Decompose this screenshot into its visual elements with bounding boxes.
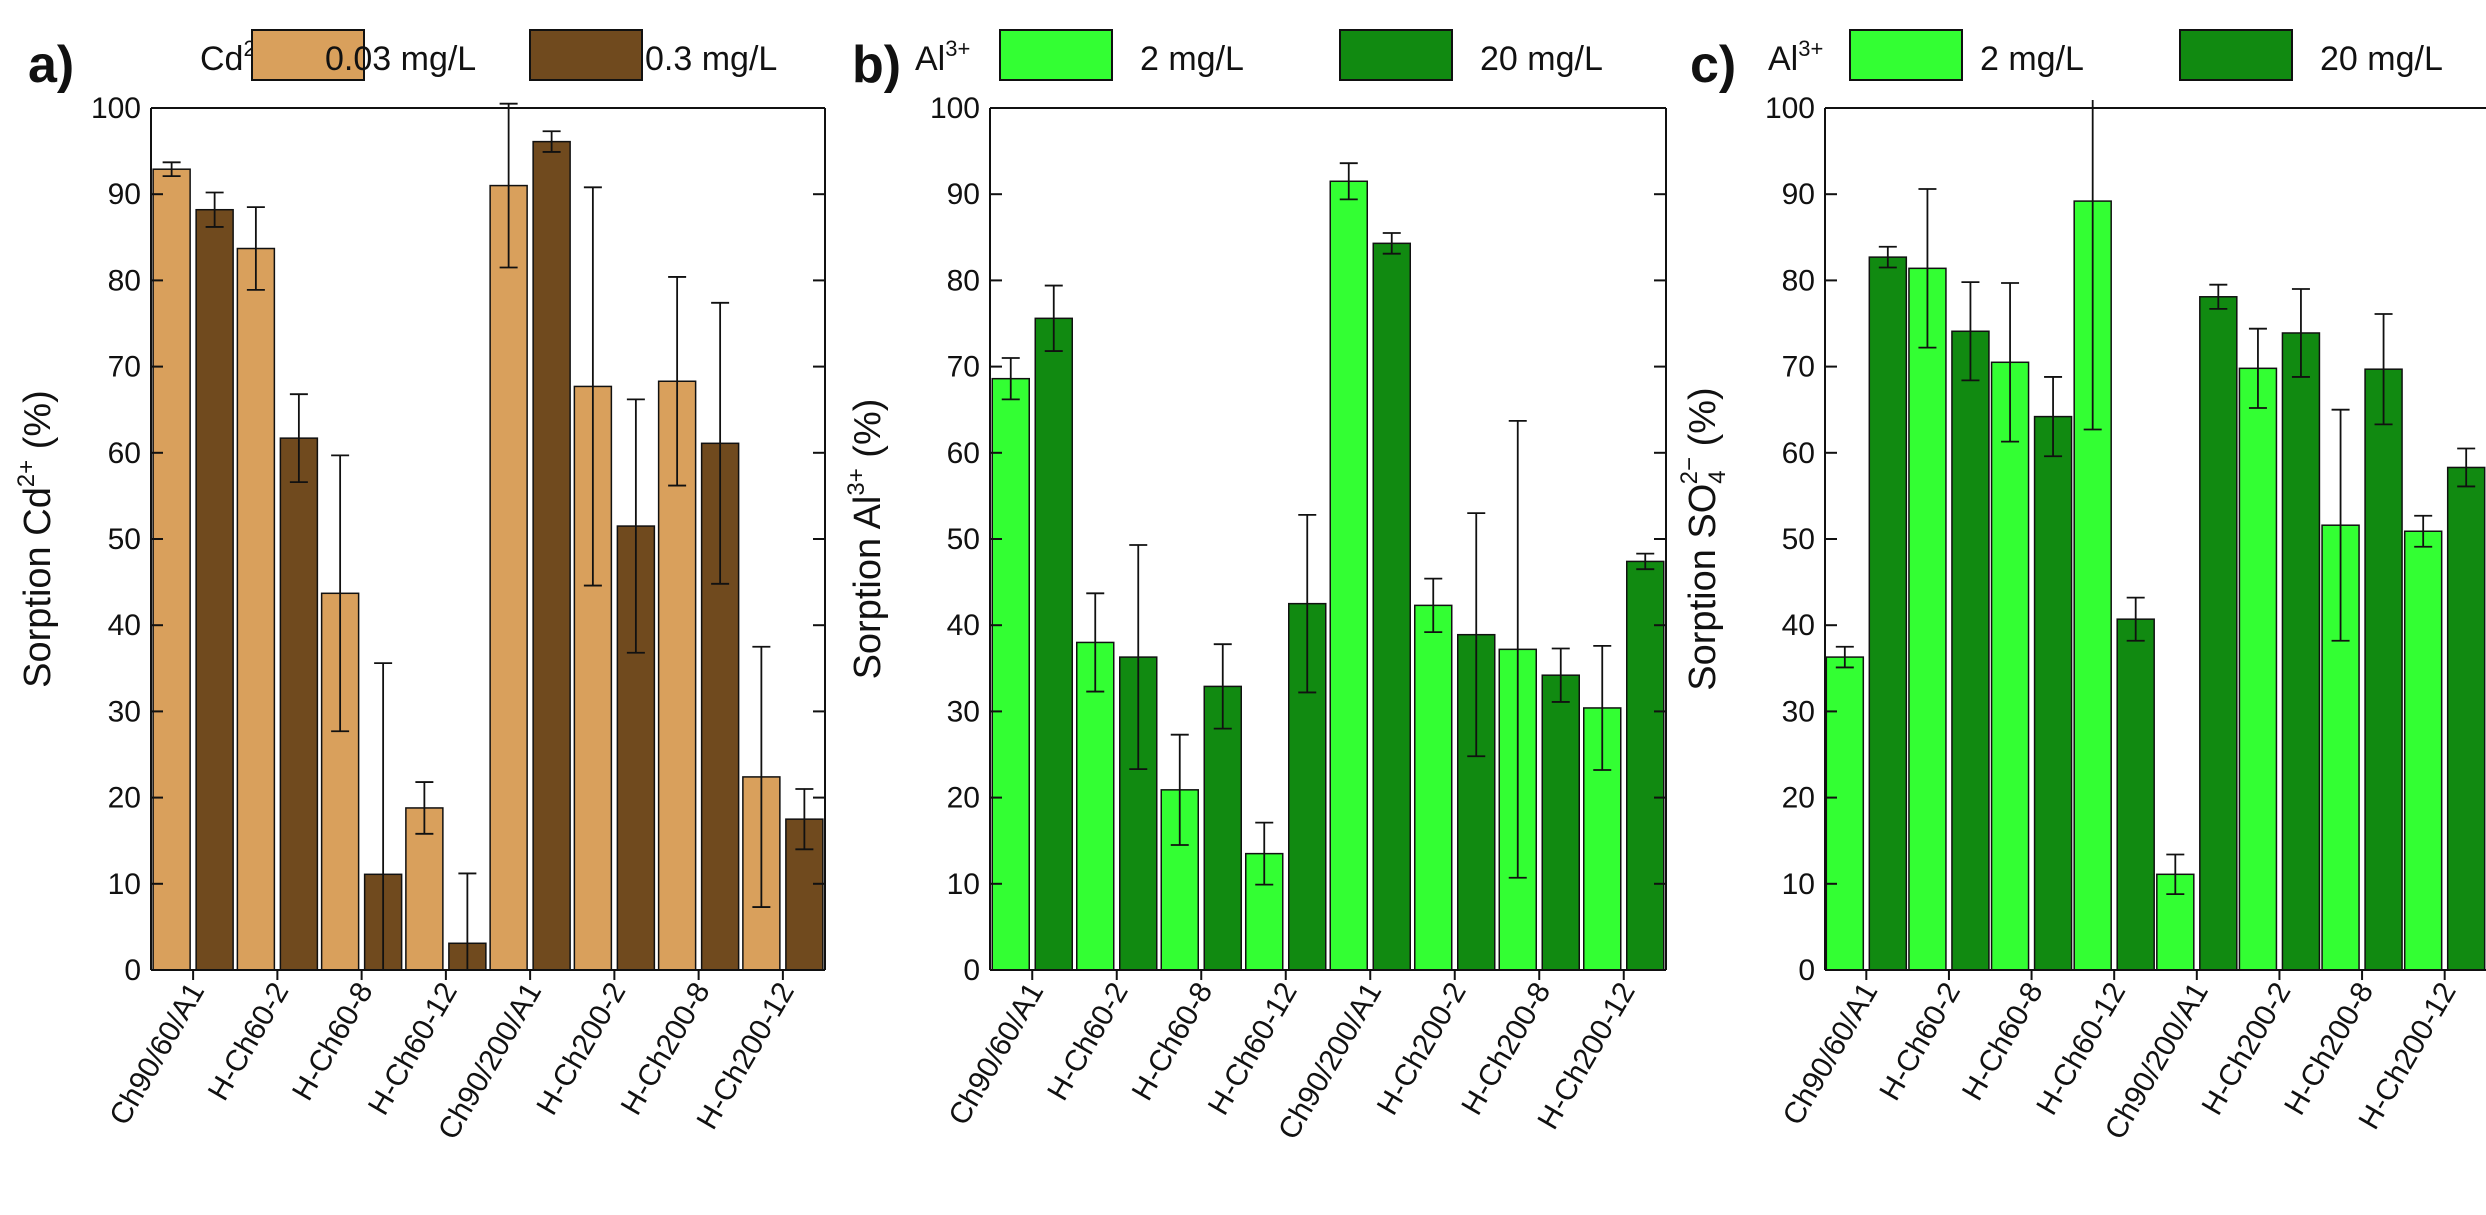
bar <box>489 184 528 971</box>
y-tick-label: 20 <box>947 782 980 815</box>
chart-panel-1: a)Cd2+0.03 mg/L0.3 mg/L01020304050607080… <box>13 29 826 1145</box>
y-tick-label: 90 <box>947 178 980 211</box>
legend-prefix: Al3+ <box>915 36 970 78</box>
legend-label-1: 2 mg/L <box>1140 40 1244 78</box>
y-tick-label: 40 <box>108 609 141 642</box>
y-tick-label: 70 <box>108 351 141 384</box>
legend: Cd2+0.03 mg/L0.3 mg/L <box>200 29 777 81</box>
bar <box>1372 242 1411 971</box>
bar <box>2116 618 2155 971</box>
bar <box>2033 415 2073 971</box>
y-tick-label: 80 <box>1782 264 1815 297</box>
legend-swatch-1 <box>999 29 1113 81</box>
bar <box>195 208 234 971</box>
bar <box>1414 604 1453 971</box>
bar <box>2364 368 2403 971</box>
y-tick-label: 100 <box>1765 92 1815 125</box>
bar <box>2073 200 2112 971</box>
y-tick-label: 40 <box>1782 609 1815 642</box>
bar <box>1034 317 1073 971</box>
legend-swatch-2 <box>2179 29 2293 81</box>
y-axis-title: Sorption Al3+ (%) <box>843 399 889 680</box>
y-tick-label: 60 <box>108 437 141 470</box>
category-label: H-Ch60-8 <box>1126 977 1220 1106</box>
bar <box>2446 466 2486 971</box>
bar <box>532 140 571 971</box>
bar <box>991 377 1030 971</box>
chart-panel-2: b) Al3+ 2 mg/L 20 mg/L 0 10 20 30 40 50 60 70 80 90 10… <box>843 29 1667 1145</box>
category-label: H-Ch60-2 <box>1041 977 1135 1106</box>
y-tick-label: 50 <box>108 523 141 556</box>
y-axis-title: Sorption Cd2+ (%) <box>13 390 59 688</box>
bar <box>2238 367 2278 971</box>
legend-label-2: 0.3 mg/L <box>645 40 777 78</box>
category-label: Ch90/60/A1 <box>1777 977 1885 1131</box>
bar <box>1626 560 1665 971</box>
y-axis-title: Sorption SO42− (%) <box>1676 387 1731 690</box>
y-tick-label: 10 <box>108 868 141 901</box>
y-tick-label: 0 <box>124 954 141 987</box>
legend-swatch-1 <box>251 29 365 81</box>
legend-swatch-2 <box>1339 29 1453 81</box>
bar <box>1203 685 1242 971</box>
legend-swatch-1 <box>1849 29 1963 81</box>
bar <box>1990 361 2030 971</box>
y-tick-label: 30 <box>108 695 141 728</box>
bar <box>152 168 191 971</box>
y-tick-label: 60 <box>947 437 980 470</box>
category-label: H-Ch60-8 <box>286 977 380 1106</box>
legend: Al3+ 2 mg/L 20 mg/L <box>1768 29 2443 81</box>
category-label: Ch90/60/A1 <box>943 977 1051 1131</box>
legend-label-1: 2 mg/L <box>1980 40 2084 78</box>
panel-label: b) <box>852 36 901 94</box>
y-tick-label: 30 <box>1782 695 1815 728</box>
bar <box>2403 530 2443 971</box>
y-tick-label: 70 <box>947 351 980 384</box>
y-tick-label: 50 <box>947 523 980 556</box>
y-tick-label: 0 <box>1798 954 1815 987</box>
y-tick-label: 40 <box>947 609 980 642</box>
y-tick-label: 80 <box>947 264 980 297</box>
bar <box>2199 296 2238 971</box>
bar <box>1908 267 1947 971</box>
legend-prefix: Al3+ <box>1768 36 1823 78</box>
bar <box>1541 674 1580 971</box>
panel-label: c) <box>1690 36 1736 94</box>
y-tick-label: 80 <box>108 264 141 297</box>
y-tick-label: 90 <box>108 178 141 211</box>
panel-label: a) <box>28 36 74 94</box>
y-tick-label: 30 <box>947 695 980 728</box>
y-tick-label: 50 <box>1782 523 1815 556</box>
bar <box>2281 332 2321 971</box>
y-tick-label: 20 <box>1782 782 1815 815</box>
y-tick-label: 10 <box>947 868 980 901</box>
category-label: Ch90/60/A1 <box>103 977 211 1131</box>
category-label: H-Ch60-2 <box>202 977 296 1106</box>
legend-swatch-2 <box>529 29 643 81</box>
y-tick-label: 60 <box>1782 437 1815 470</box>
legend-label-1: 0.03 mg/L <box>325 40 476 78</box>
legend: Al3+ 2 mg/L 20 mg/L <box>915 29 1603 81</box>
category-label: H-Ch60-2 <box>1873 977 1967 1106</box>
y-tick-label: 70 <box>1782 351 1815 384</box>
y-tick-label: 100 <box>930 92 980 125</box>
y-tick-label: 0 <box>963 954 980 987</box>
y-tick-label: 90 <box>1782 178 1815 211</box>
bar <box>1868 256 1908 971</box>
category-label: H-Ch60-8 <box>1956 977 2050 1106</box>
bar <box>279 437 319 971</box>
y-tick-label: 20 <box>108 782 141 815</box>
legend-label-2: 20 mg/L <box>1480 40 1603 78</box>
bar <box>1825 656 1865 971</box>
y-tick-label: 100 <box>91 92 141 125</box>
legend-label-2: 20 mg/L <box>2320 40 2443 78</box>
bar <box>236 247 276 971</box>
bar <box>1951 330 1990 971</box>
y-tick-label: 10 <box>1782 868 1815 901</box>
bar <box>1329 180 1368 971</box>
chart-panel-3: c) Al3+ 2 mg/L 20 mg/L 0 10 20 30 40 50 60 70 80 90 10… <box>1676 29 2486 1145</box>
